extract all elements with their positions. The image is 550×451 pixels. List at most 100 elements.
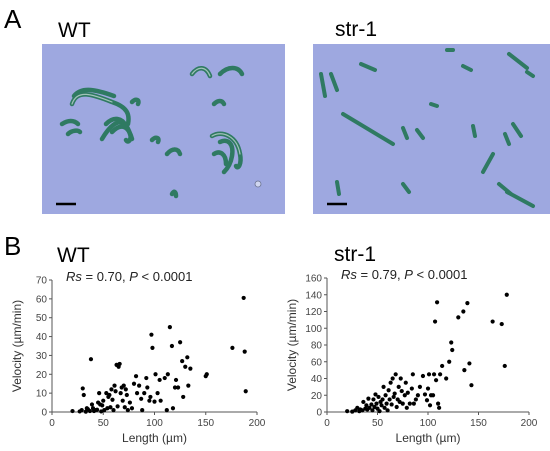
data-point	[167, 325, 172, 330]
x-tick-label: 50	[372, 418, 384, 429]
data-point	[384, 401, 389, 406]
data-point	[118, 391, 123, 396]
x-tick-label: 150	[470, 418, 487, 429]
data-point	[108, 405, 113, 410]
data-point	[499, 321, 504, 327]
data-point	[370, 408, 375, 413]
data-point	[155, 391, 160, 396]
data-point	[185, 355, 190, 360]
stat-annotation: Rs = 0.70, P < 0.0001	[66, 270, 192, 284]
data-point	[188, 366, 193, 371]
data-point	[144, 375, 149, 381]
y-tick-label: 70	[36, 276, 48, 287]
data-point	[145, 385, 150, 390]
data-point	[81, 392, 86, 398]
data-point	[87, 408, 93, 414]
data-point	[180, 358, 185, 364]
x-tick-label: 150	[197, 418, 214, 429]
panel-a-wt-title: WT	[58, 19, 91, 42]
x-tick-label: 200	[249, 418, 266, 429]
panel-b-str-title: str-1	[334, 243, 376, 266]
y-tick-label: 20	[36, 370, 48, 381]
data-point	[100, 403, 105, 408]
data-point	[440, 363, 445, 369]
data-point	[386, 388, 391, 393]
data-point	[104, 391, 109, 396]
str-scatter-chart: 0 50 100 150 200 0 20 40 60 80 100 120 140 160 Length …	[285, 270, 538, 445]
x-axis-label: Length (µm)	[122, 431, 187, 445]
data-point	[504, 292, 509, 297]
data-point	[456, 315, 461, 320]
wt-micrograph	[42, 44, 285, 214]
data-point	[178, 340, 183, 345]
data-point	[117, 361, 122, 367]
data-point	[502, 363, 507, 369]
data-point	[121, 383, 126, 388]
data-point	[112, 383, 117, 388]
y-tick-label: 80	[311, 341, 323, 352]
data-point	[107, 392, 112, 398]
y-tick-label: 140	[305, 290, 322, 301]
data-point	[415, 393, 420, 398]
data-point	[101, 398, 106, 403]
data-point	[129, 406, 135, 411]
x-tick-label: 50	[98, 418, 110, 429]
data-point	[366, 396, 371, 401]
data-point	[164, 408, 169, 413]
data-point	[125, 408, 130, 413]
data-point	[371, 397, 376, 402]
data-point	[462, 368, 467, 373]
data-point	[398, 376, 403, 381]
data-point	[111, 408, 116, 413]
wt-scatter-chart: 0 50 100 150 200 0 10 20 30 40 50 60 70 Length (µm) Ve…	[10, 270, 266, 445]
data-point	[434, 300, 440, 305]
x-tick-label: 0	[49, 418, 55, 429]
data-point	[140, 408, 145, 413]
data-point	[230, 345, 235, 350]
data-point	[123, 387, 128, 392]
x-axis-label: Length (µm)	[396, 431, 461, 445]
data-point	[204, 372, 209, 377]
data-point	[124, 392, 129, 398]
data-point	[469, 383, 474, 388]
data-point	[345, 409, 350, 414]
data-point	[131, 381, 137, 386]
data-point	[147, 398, 152, 403]
data-point	[490, 319, 495, 324]
y-tick-label: 50	[36, 313, 48, 324]
str-filaments	[319, 48, 535, 208]
data-point	[467, 361, 472, 366]
data-point	[407, 401, 412, 406]
y-tick-label: 60	[36, 294, 48, 305]
y-tick-label: 100	[305, 324, 322, 335]
data-point	[444, 376, 449, 381]
data-point	[97, 391, 102, 396]
data-point	[447, 359, 452, 364]
panel-b-label: B	[4, 231, 22, 261]
data-point	[172, 385, 178, 390]
data-point	[388, 380, 393, 385]
y-tick-label: 30	[36, 351, 48, 362]
x-tick-label: 100	[420, 418, 437, 429]
data-point	[402, 393, 407, 398]
data-point	[149, 332, 154, 337]
data-point	[430, 393, 436, 398]
data-point	[369, 402, 374, 407]
data-point	[449, 340, 454, 345]
data-point	[95, 407, 100, 412]
data-point	[396, 384, 401, 389]
data-point	[417, 384, 423, 389]
data-point	[110, 397, 115, 402]
data-point	[436, 401, 441, 406]
data-point	[387, 397, 392, 402]
data-point	[385, 408, 390, 413]
data-point	[424, 398, 430, 403]
data-point	[241, 295, 246, 301]
data-point	[175, 385, 181, 390]
y-tick-label: 40	[36, 332, 48, 343]
data-point	[405, 390, 410, 395]
data-point	[109, 387, 114, 392]
data-point	[153, 372, 158, 377]
y-tick-label: 10	[36, 389, 48, 400]
y-tick-label: 20	[311, 391, 323, 402]
